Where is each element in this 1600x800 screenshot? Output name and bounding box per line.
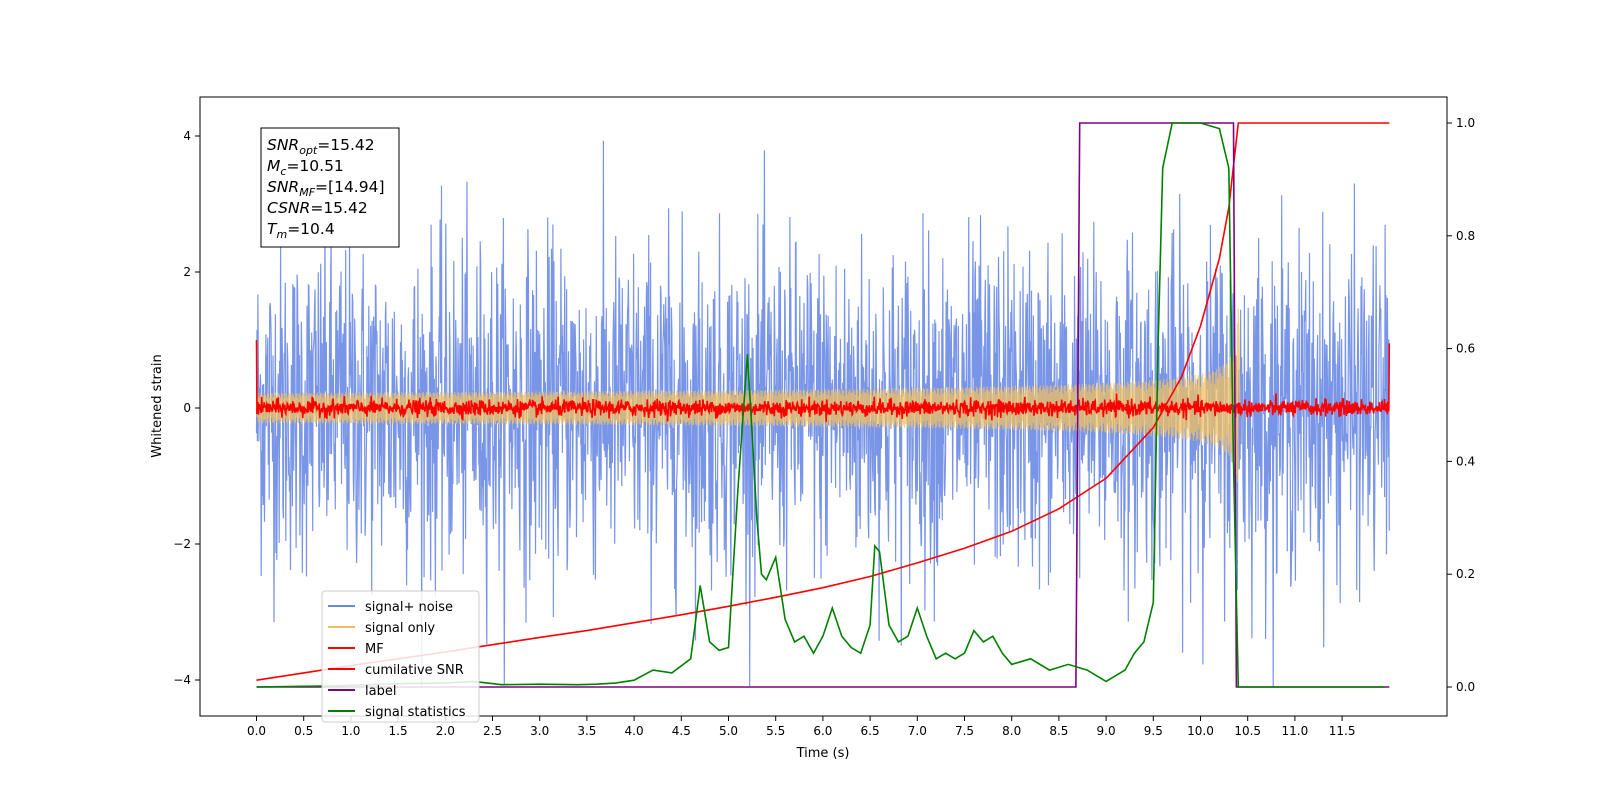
legend-entry: signal statistics bbox=[365, 705, 466, 720]
x-tick-label: 4.5 bbox=[672, 724, 691, 738]
x-tick-label: 9.5 bbox=[1144, 724, 1163, 738]
y-axis-right: 1.0 0.8 0.6 0.4 0.2 0.0 bbox=[1447, 116, 1475, 694]
legend-frame bbox=[321, 590, 480, 723]
x-tick-label: 6.5 bbox=[861, 724, 880, 738]
annotation-line: Tm=10.4 bbox=[267, 220, 335, 241]
legend-entry: label bbox=[365, 684, 396, 699]
legend: signal+ noise signal only MF cumilative SNR… bbox=[321, 590, 480, 723]
x-axis: 0.0 0.5 1.0 1.5 2.0 2.5 3.0 3.5 4.0 4.5 5.0 5.5 6.0 6… bbox=[247, 716, 1356, 738]
y-tick-label: −4 bbox=[173, 673, 191, 687]
x-tick-label: 9.0 bbox=[1097, 724, 1116, 738]
x-axis-label: Time (s) bbox=[796, 746, 850, 761]
annotation-line: CSNR=15.42 bbox=[267, 199, 368, 217]
y-tick-label: 2 bbox=[183, 265, 191, 279]
x-tick-label: 7.0 bbox=[908, 724, 927, 738]
y-right-tick-label: 0.8 bbox=[1456, 229, 1475, 243]
annotation-frame bbox=[260, 127, 400, 248]
legend-entry: signal only bbox=[365, 621, 435, 636]
series-mf bbox=[255, 339, 1391, 422]
annotation-line: SNRMF=[14.94] bbox=[267, 178, 385, 199]
x-tick-label: 8.0 bbox=[1002, 724, 1021, 738]
x-tick-label: 5.0 bbox=[719, 724, 738, 738]
x-tick-label: 0.5 bbox=[294, 724, 313, 738]
series-signal-only bbox=[255, 308, 1241, 483]
series-signal-statistics bbox=[256, 122, 1385, 688]
x-tick-label: 11.0 bbox=[1282, 724, 1309, 738]
y-right-tick-label: 0.0 bbox=[1456, 680, 1475, 694]
x-tick-label: 5.5 bbox=[766, 724, 785, 738]
x-tick-label: 0.0 bbox=[247, 724, 266, 738]
x-tick-label: 11.5 bbox=[1329, 724, 1356, 738]
y-right-tick-label: 0.2 bbox=[1456, 567, 1475, 581]
x-tick-label: 2.0 bbox=[436, 724, 455, 738]
plot-frame bbox=[199, 96, 1448, 717]
x-tick-label: 10.5 bbox=[1234, 724, 1261, 738]
y-tick-label: −2 bbox=[173, 537, 191, 551]
y-right-tick-label: 0.4 bbox=[1456, 454, 1475, 468]
annotation-box: SNRopt=15.42Mc=10.51SNRMF=[14.94]CSNR=15… bbox=[260, 127, 400, 248]
y-tick-label: 0 bbox=[183, 401, 191, 415]
x-tick-label: 3.5 bbox=[577, 724, 596, 738]
annotation-line: Mc=10.51 bbox=[267, 157, 344, 178]
y-tick-label: 4 bbox=[183, 129, 191, 143]
y-axis-label: Whitened strain bbox=[150, 354, 165, 457]
x-tick-label: 2.5 bbox=[483, 724, 502, 738]
x-tick-label: 1.5 bbox=[389, 724, 408, 738]
y-right-tick-label: 0.6 bbox=[1456, 342, 1475, 356]
x-tick-label: 7.5 bbox=[955, 724, 974, 738]
x-tick-label: 1.0 bbox=[341, 724, 360, 738]
x-tick-label: 10.0 bbox=[1187, 724, 1214, 738]
x-tick-label: 6.0 bbox=[813, 724, 832, 738]
legend-entry: MF bbox=[365, 642, 384, 657]
y-right-tick-label: 1.0 bbox=[1456, 116, 1475, 130]
annotation-line: SNRopt=15.42 bbox=[267, 136, 375, 157]
x-tick-label: 4.0 bbox=[625, 724, 644, 738]
x-tick-label: 3.0 bbox=[530, 724, 549, 738]
x-tick-label: 8.5 bbox=[1049, 724, 1068, 738]
legend-entry: cumilative SNR bbox=[365, 663, 464, 678]
legend-entry: signal+ noise bbox=[365, 600, 453, 615]
y-axis-left: 4 2 0 −2 −4 bbox=[173, 129, 200, 687]
